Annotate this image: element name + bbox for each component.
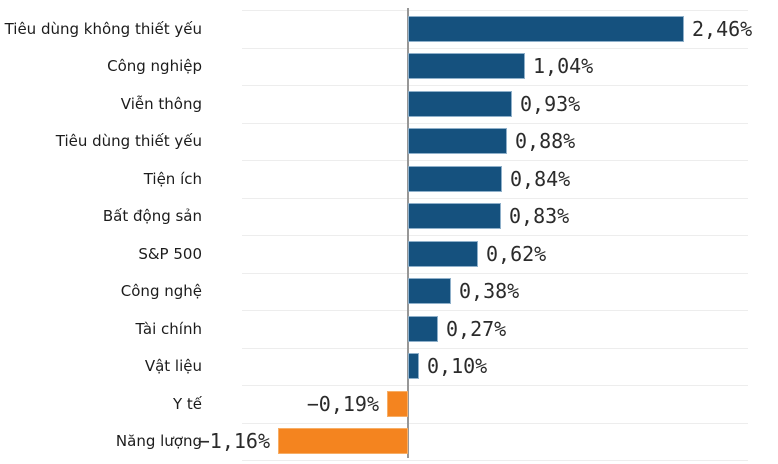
value-label: 0,38%	[459, 279, 520, 304]
category-label: Năng lượng	[115, 432, 202, 451]
value-label: −0,19%	[306, 391, 379, 416]
row-gridline	[242, 235, 748, 236]
value-label: 0,27%	[446, 316, 507, 341]
positive-bar	[408, 165, 502, 192]
positive-bar	[408, 315, 438, 342]
category-label: Công nghệ	[120, 282, 202, 301]
row-gridline	[242, 10, 748, 11]
category-label: Vật liệu	[144, 357, 202, 376]
positive-bar	[408, 90, 512, 117]
row-gridline	[242, 385, 748, 386]
positive-bar	[408, 53, 525, 80]
value-label: 1,04%	[533, 54, 594, 79]
value-label: 0,88%	[515, 129, 576, 154]
category-label: Bất động sản	[102, 207, 202, 226]
category-label: Công nghiệp	[107, 57, 202, 76]
category-label: Tài chính	[135, 319, 202, 338]
value-label: 0,84%	[510, 166, 571, 191]
value-label: 2,46%	[692, 16, 753, 41]
positive-bar	[408, 128, 507, 155]
row-gridline	[242, 310, 748, 311]
negative-bar	[387, 390, 408, 417]
category-label: Tiêu dùng thiết yếu	[55, 132, 202, 151]
row-gridline	[242, 123, 748, 124]
category-label: Tiện ích	[143, 169, 202, 188]
category-label: Viễn thông	[120, 94, 202, 113]
row-gridline	[242, 273, 748, 274]
category-label: Y tế	[172, 394, 202, 413]
row-gridline	[242, 48, 748, 49]
value-label: 0,83%	[509, 204, 570, 229]
value-label: 0,62%	[486, 241, 547, 266]
negative-bar	[278, 428, 408, 455]
value-label: 0,93%	[520, 91, 581, 116]
category-label: S&P 500	[138, 244, 202, 263]
row-gridline	[242, 85, 748, 86]
row-gridline	[242, 460, 748, 461]
row-gridline	[242, 198, 748, 199]
row-gridline	[242, 160, 748, 161]
row-gridline	[242, 423, 748, 424]
category-label: Tiêu dùng không thiết yếu	[4, 19, 202, 38]
positive-bar	[408, 278, 451, 305]
positive-bar	[408, 240, 478, 267]
positive-bar	[408, 15, 684, 42]
value-label: −1,16%	[197, 429, 270, 454]
zero-axis-line	[407, 8, 409, 458]
positive-bar	[408, 353, 419, 380]
row-gridline	[242, 348, 748, 349]
value-label: 0,10%	[427, 354, 488, 379]
positive-bar	[408, 203, 501, 230]
